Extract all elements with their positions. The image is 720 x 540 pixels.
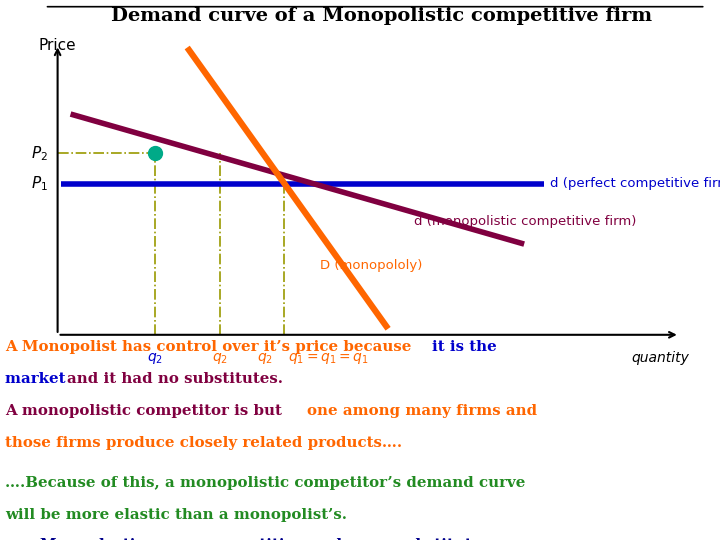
Text: it is the: it is the <box>432 340 497 354</box>
Text: D (monopololy): D (monopololy) <box>320 259 423 272</box>
Text: quantity: quantity <box>631 352 689 366</box>
Text: ….Because of this, a monopolistic competitor’s demand curve: ….Because of this, a monopolistic compet… <box>5 476 526 490</box>
Text: market: market <box>5 372 71 386</box>
Text: $q_2$: $q_2$ <box>257 352 273 367</box>
Text: More elastic: more competition and more substitutes: More elastic: more competition and more … <box>40 538 490 540</box>
Text: will be more elastic than a monopolist’s.: will be more elastic than a monopolist’s… <box>5 508 347 522</box>
Text: one among many firms and: one among many firms and <box>307 404 537 418</box>
Text: d (perfect competitive firm): d (perfect competitive firm) <box>550 177 720 190</box>
Text: $q_2$: $q_2$ <box>147 352 163 367</box>
Title: Demand curve of a Monopolistic competitive firm: Demand curve of a Monopolistic competiti… <box>111 7 652 25</box>
Text: $P_1$: $P_1$ <box>31 174 48 193</box>
Text: A monopolistic competitor is but: A monopolistic competitor is but <box>5 404 287 418</box>
Text: Price: Price <box>38 38 76 53</box>
Text: and it had no substitutes.: and it had no substitutes. <box>67 372 283 386</box>
Text: A Monopolist has control over it’s price because: A Monopolist has control over it’s price… <box>5 340 417 354</box>
Text: d (monopolistic competitive firm): d (monopolistic competitive firm) <box>414 215 636 228</box>
Text: $P_2$: $P_2$ <box>31 144 48 163</box>
Text: $q_1 = q_1= q_1$: $q_1 = q_1= q_1$ <box>288 352 369 367</box>
Text: $q_2$: $q_2$ <box>212 352 228 367</box>
Text: those firms produce closely related products….: those firms produce closely related prod… <box>5 436 402 450</box>
